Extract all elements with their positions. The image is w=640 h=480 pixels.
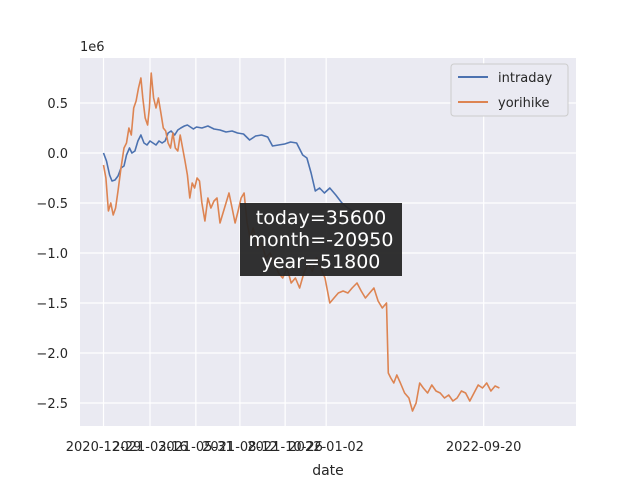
legend: intraday yorihike xyxy=(450,63,569,117)
y-tick-label: 0.5 xyxy=(47,97,68,112)
annotation-line-month: month=-20950 xyxy=(249,229,394,251)
x-axis: 2020-12-292021-03-162021-05-312021-08-12… xyxy=(66,440,522,455)
y-offset-label: 1e6 xyxy=(80,40,105,55)
x-tick-label: 2021-08-12 xyxy=(202,440,278,455)
y-tick-label: −0.5 xyxy=(36,197,68,212)
x-tick-label: 2021-03-16 xyxy=(112,440,188,455)
y-tick-label: −1.0 xyxy=(36,247,68,262)
y-axis: 0.5 0.0 −0.5 −1.0 −1.5 −2.0 −2.5 xyxy=(36,97,68,412)
y-tick-label: −2.0 xyxy=(36,347,68,362)
x-tick-label: 2020-12-29 xyxy=(66,440,142,455)
annotation-line-year: year=51800 xyxy=(262,251,381,273)
annotation-line-today: today=35600 xyxy=(256,207,386,229)
x-tick-label: 2021-10-26 xyxy=(247,440,323,455)
legend-label-yorihike: yorihike xyxy=(498,96,550,111)
x-tick-label: 2022-09-20 xyxy=(446,440,522,455)
annotation-background xyxy=(240,203,402,276)
y-tick-label: −1.5 xyxy=(36,297,68,312)
x-tick-label: 2021-05-31 xyxy=(158,440,234,455)
annotation-box: today=35600 month=-20950 year=51800 xyxy=(240,203,402,276)
y-tick-label: −2.5 xyxy=(36,397,68,412)
legend-label-intraday: intraday xyxy=(498,71,552,86)
y-tick-label: 0.0 xyxy=(47,147,68,162)
series-line-intraday xyxy=(102,124,354,212)
x-tick-label: 2022-01-02 xyxy=(288,440,364,455)
x-axis-label: date xyxy=(312,463,344,479)
